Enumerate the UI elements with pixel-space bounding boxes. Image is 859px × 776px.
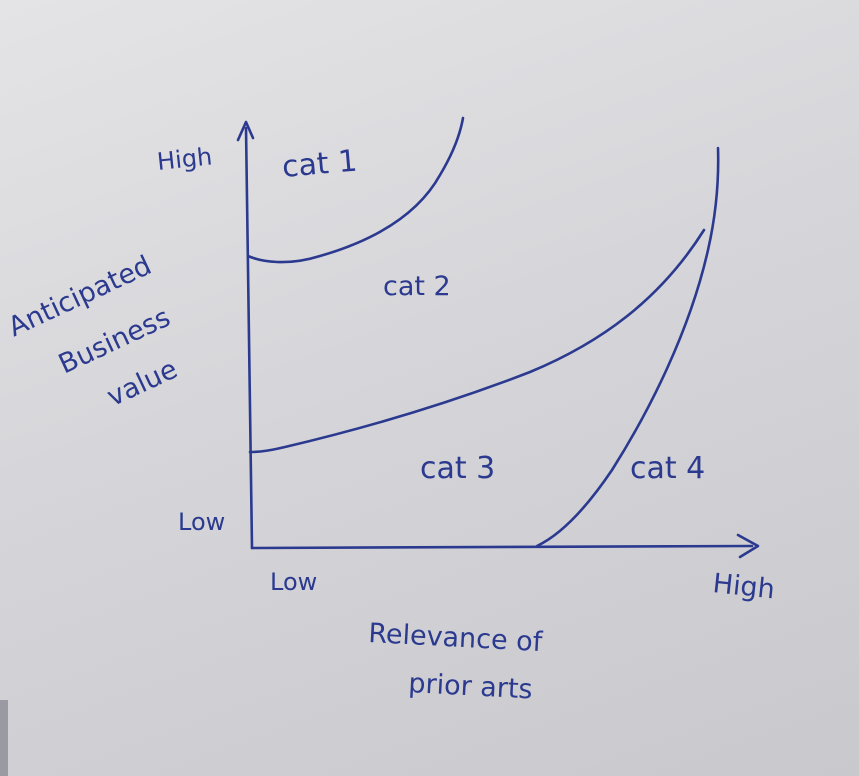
- paper-edge: [0, 700, 8, 776]
- x-axis-title-line-2: prior arts: [408, 668, 534, 705]
- y-axis-low-label: Low: [178, 508, 225, 536]
- region-label-cat-4: cat 4: [630, 451, 705, 486]
- y-axis-high-label: High: [156, 142, 214, 176]
- boundary-cat1-cat2: [246, 116, 465, 264]
- boundary-cat3-cat4: [535, 146, 720, 548]
- region-label-cat-3: cat 3: [420, 451, 495, 486]
- y-axis-line: [244, 126, 254, 550]
- x-axis-title-line-1: Relevance of: [368, 618, 545, 658]
- x-axis-arrow-icon: [736, 533, 760, 559]
- x-axis-low-label: Low: [270, 568, 317, 596]
- y-axis-arrow-icon: [236, 120, 255, 142]
- y-axis-title: Anticipated Business value: [4, 250, 183, 413]
- region-label-cat-2: cat 2: [383, 271, 451, 302]
- boundary-cat2-cat3: [248, 228, 706, 454]
- x-axis-high-label: High: [711, 568, 776, 605]
- x-axis-line: [250, 544, 754, 550]
- y-axis-title-line-3: value: [102, 354, 182, 413]
- region-label-cat-1: cat 1: [281, 144, 359, 185]
